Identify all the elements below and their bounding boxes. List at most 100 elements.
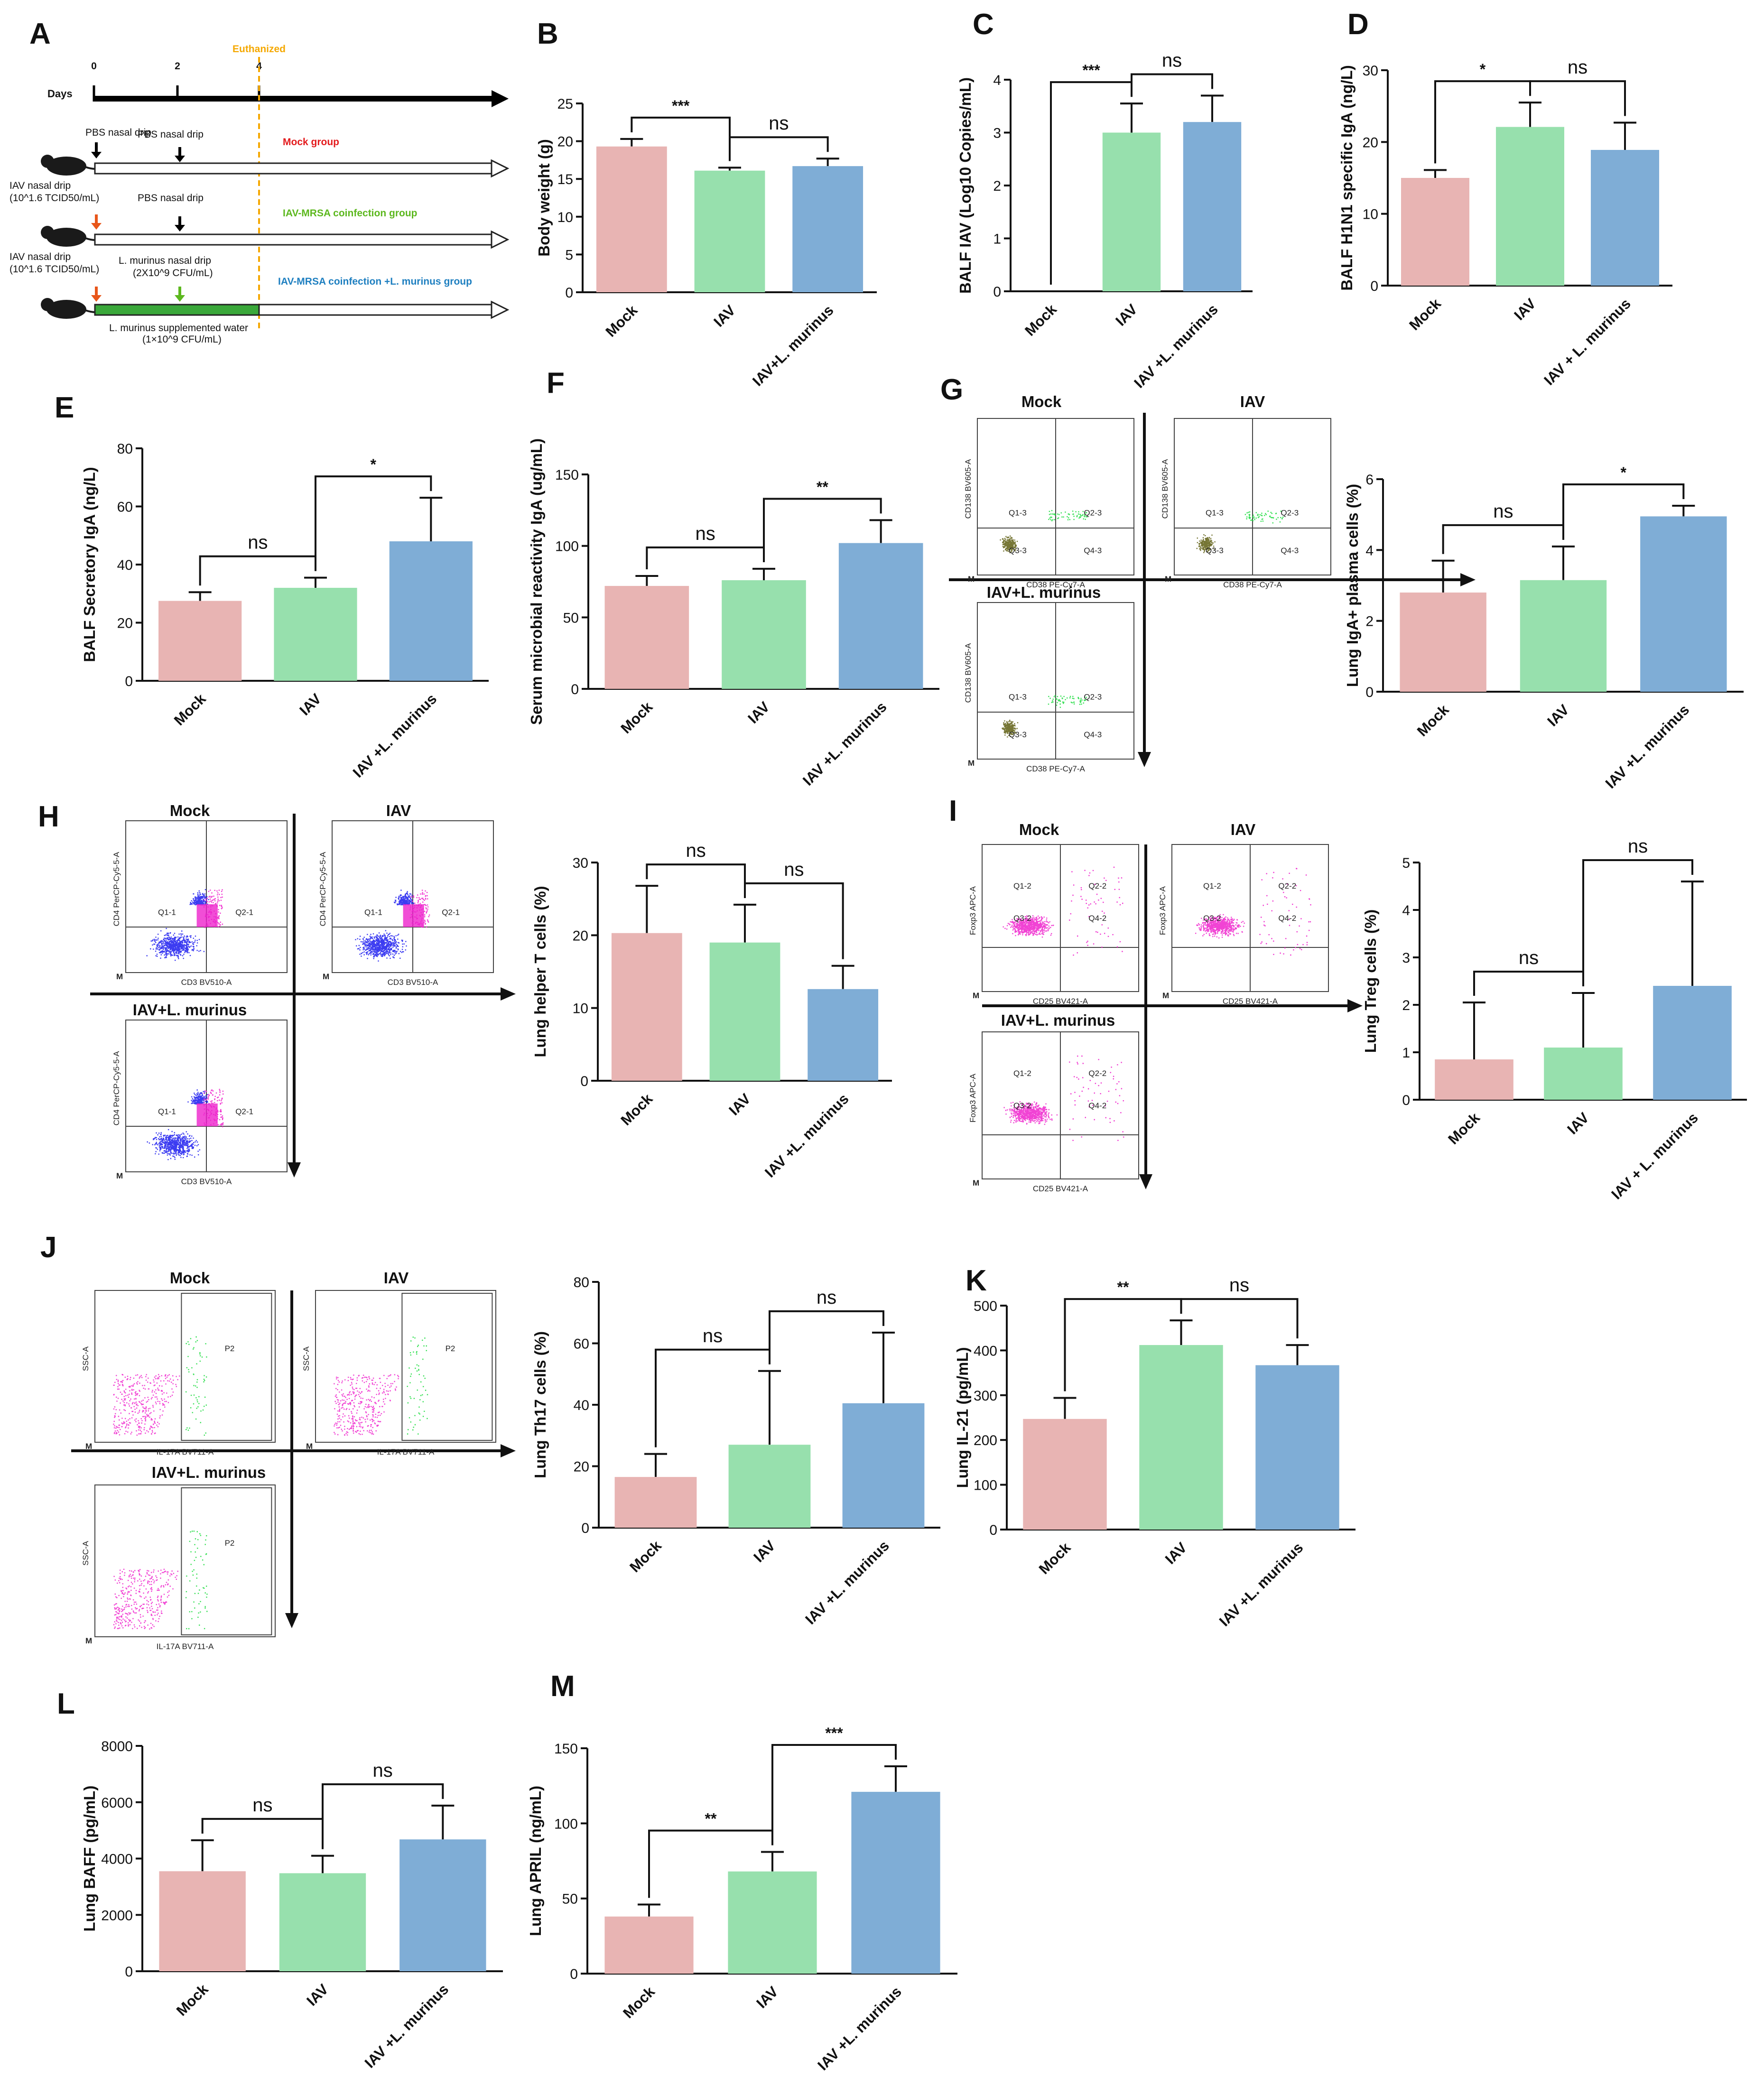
significance-bracket — [1442, 524, 1564, 554]
flow-y-label: CD138 BV605-A — [964, 643, 973, 703]
flow-y-label: SSC-A — [81, 1540, 90, 1566]
significance-label: ns — [696, 523, 715, 544]
row3-timeline-bar — [258, 304, 493, 316]
y-tick-label: 8000 — [101, 1739, 133, 1754]
flow-y-label: Foxp3 APC-A — [968, 1073, 977, 1122]
quadrant-label: Q1-1 — [158, 1107, 176, 1116]
bar-lm — [389, 541, 473, 681]
y-tick-label: 60 — [574, 1336, 589, 1352]
row1-timeline-bar — [94, 162, 493, 175]
significance-label: ns — [1229, 1275, 1249, 1296]
bar-lm — [1653, 986, 1732, 1100]
flow-x-label: CD25 BV421-A — [1033, 997, 1088, 1006]
x-category-label: IAV — [753, 1983, 781, 2012]
bar-mock — [1401, 178, 1469, 286]
significance-bracket — [201, 1818, 324, 1849]
y-tick-label: 0 — [125, 1964, 133, 1980]
significance-bracket — [646, 863, 746, 898]
x-category-label: IAV +L. murinus — [799, 698, 890, 789]
bar-mock — [1435, 1059, 1513, 1100]
bar-mock — [604, 586, 689, 689]
panel-label: F — [547, 367, 565, 399]
gate-marker: M — [306, 1442, 313, 1451]
quadrant-label: Q2-1 — [442, 908, 460, 917]
significance-bracket — [729, 136, 829, 161]
significance-label: * — [370, 456, 376, 473]
x-category-label: IAV +L. murinus — [350, 690, 440, 781]
flow-panel-g: G Mock Q1-3 Q2-3 Q3-3 Q4-3 CD38 PE-Cy7-A CD138 … — [940, 373, 1476, 773]
y-tick-label: 500 — [974, 1299, 997, 1314]
y-tick-label: 3 — [1402, 950, 1410, 966]
chart-i-treg: 0 1 2 3 4 5 Lung Treg cells (%) Mock IAV IAV + L.… — [1362, 836, 1747, 1203]
event-dots-secondary — [1048, 510, 1088, 521]
y-axis-label: BALF H1N1 specific IgA (ng/L) — [1338, 65, 1355, 290]
flow-plot-title: IAV — [384, 1269, 409, 1287]
event-dots — [1000, 535, 1018, 554]
significance-bracket — [322, 1783, 444, 1849]
y-tick-label: 2 — [993, 178, 1001, 194]
y-tick-label: 20 — [117, 616, 133, 631]
lm-arrow-icon — [175, 287, 185, 302]
y-tick-label: 2 — [1365, 614, 1374, 630]
significance-label: ns — [1162, 50, 1182, 71]
significance-label: *** — [1082, 62, 1100, 79]
y-tick-label: 0 — [570, 1966, 578, 1982]
bar-lm — [399, 1839, 486, 1971]
y-axis-label: BALF IAV (Log10 Copies/mL) — [956, 77, 974, 294]
bar-lm — [1255, 1365, 1339, 1530]
chart-h-helper-t: 0 10 20 30 Lung helper T cells (%) Mock IAV IAV… — [531, 840, 892, 1181]
chart-b-body-weight: B 0 5 10 15 20 25 Body weight (g) Mock IAV IAV+L. … — [535, 18, 877, 390]
significance-bracket — [771, 1744, 897, 1846]
arrow-down-icon — [1139, 1174, 1152, 1189]
panel-label: C — [973, 8, 994, 41]
flow-plot-title: IAV+L. murinus — [1001, 1011, 1115, 1029]
pbs-arrow-icon — [175, 147, 185, 162]
y-tick-label: 10 — [1363, 207, 1378, 223]
quadrant-label: Q2-2 — [1278, 881, 1296, 890]
y-tick-label: 40 — [117, 557, 133, 573]
quadrant-label: Q4-2 — [1088, 1101, 1106, 1110]
y-axis-label: BALF Secretory IgA (ng/L) — [81, 467, 98, 662]
chart-c-balf-iav: C 0 1 2 3 4 BALF IAV (Log10 Copies/mL) Mock IAVI… — [956, 8, 1253, 391]
row1-drip-label: PBS nasal drip — [85, 127, 151, 138]
panel-label: K — [966, 1264, 987, 1297]
y-tick-label: 1 — [1402, 1045, 1410, 1061]
gate-marker: M — [968, 575, 975, 584]
quadrant-label: Q1-1 — [158, 908, 176, 917]
significance-label: ns — [769, 113, 789, 134]
y-axis-label: Lung IL-21 (pg/mL) — [954, 1347, 971, 1488]
iav-arrow-icon — [91, 214, 102, 230]
bar-mock — [596, 146, 667, 292]
x-category-label: IAV — [1511, 295, 1539, 324]
x-category-label: IAV — [1544, 701, 1572, 730]
x-category-label: IAV — [1162, 1539, 1190, 1568]
quadrant-label: Q4-2 — [1088, 914, 1106, 923]
y-tick-label: 15 — [557, 172, 573, 187]
pbs-arrow-icon — [175, 216, 185, 232]
y-tick-label: 100 — [555, 539, 579, 555]
x-category-label: IAV +L. murinus — [761, 1090, 852, 1181]
panel-label: D — [1347, 8, 1369, 41]
day-axis-arrow-icon — [492, 90, 509, 107]
quadrant-label: Q1-2 — [1013, 881, 1031, 890]
x-category-label: Mock — [1414, 701, 1452, 740]
event-dots — [146, 889, 209, 961]
flow-y-label: CD4 PerCP-Cy5-5-A — [112, 852, 121, 926]
y-tick-label: 150 — [555, 467, 579, 483]
row3-iav-drip-label: IAV nasal drip — [9, 251, 71, 262]
event-dots-secondary — [1244, 510, 1284, 524]
significance-label: * — [1480, 61, 1486, 78]
gate-marker: M — [85, 1636, 92, 1645]
gate-highlight — [196, 1104, 218, 1126]
chart-m-april: M 0 50 100 150 Lung APRIL (ng/mL) Mock IAV IAV +… — [527, 1670, 957, 2074]
chart-d-h1n1-iga: D 0 10 20 30 BALF H1N1 specific IgA (ng/L) Moc… — [1338, 8, 1672, 389]
quadrant-label: P2 — [446, 1344, 455, 1353]
y-tick-label: 25 — [557, 96, 573, 112]
row3-water-dose-label: (1×10^9 CFU/mL) — [142, 334, 222, 345]
flow-x-label: IL-17A BV711-A — [377, 1447, 435, 1456]
significance-bracket — [1582, 859, 1693, 986]
y-tick-label: 2000 — [101, 1908, 133, 1923]
x-category-label: Mock — [617, 698, 656, 737]
y-tick-label: 50 — [563, 610, 579, 626]
